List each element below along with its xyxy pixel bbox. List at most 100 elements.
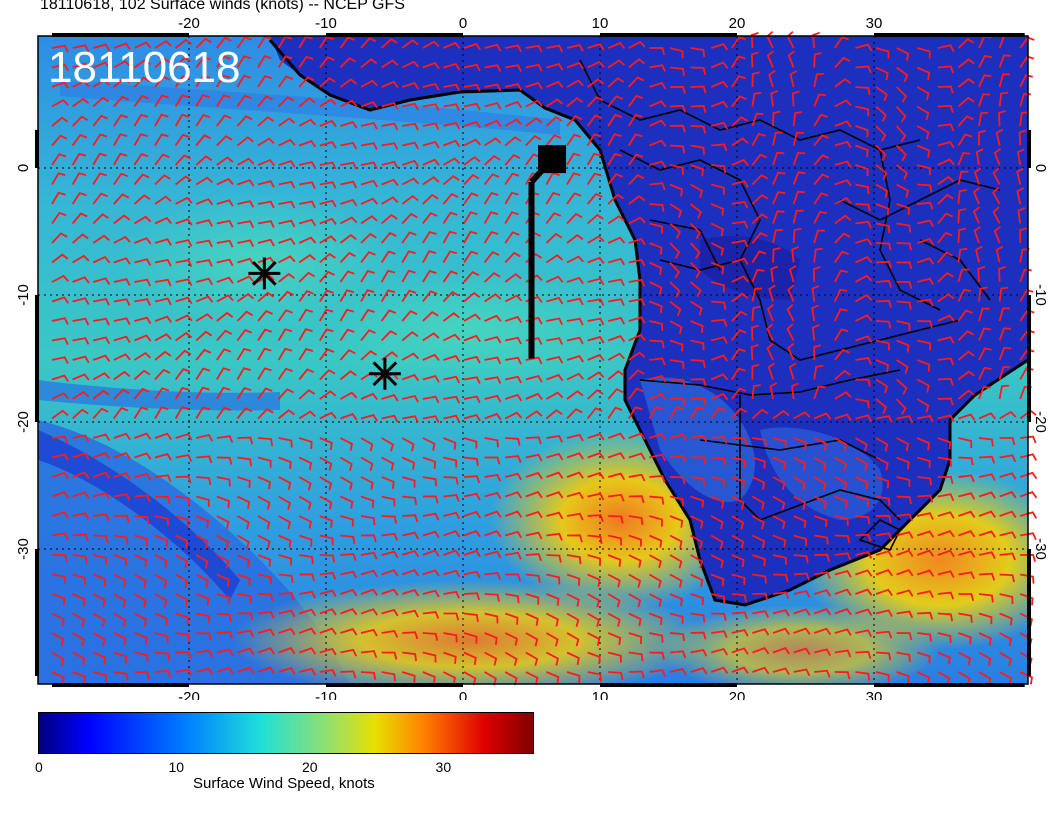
wind-barb: [463, 313, 481, 322]
wind-barb: [483, 211, 499, 224]
wind-barb: [257, 180, 275, 188]
wind-barb: [484, 671, 497, 686]
wind-barb: [833, 308, 848, 322]
wind-barb: [896, 281, 913, 290]
wind-barb: [51, 553, 68, 562]
wind-barb: [813, 134, 829, 147]
wind-barb: [113, 472, 131, 480]
wind-barb: [669, 667, 687, 676]
wind-barb: [710, 121, 728, 130]
wind-barb: [525, 671, 539, 685]
wind-barb: [649, 612, 663, 626]
wind-barb: [154, 495, 171, 504]
wind-barb: [154, 39, 172, 49]
wind-barb: [751, 133, 766, 146]
wind-barb: [793, 608, 811, 616]
wind-barb: [978, 455, 996, 464]
wind-barb: [360, 650, 378, 659]
wind-barb: [710, 515, 724, 530]
wind-barb: [401, 569, 420, 577]
wind-barb: [72, 434, 90, 443]
wind-barb: [813, 344, 822, 360]
wind-barb: [566, 79, 584, 88]
wind-barb: [791, 246, 800, 263]
wind-barb: [813, 515, 828, 528]
wind-barb: [298, 35, 313, 49]
wind-barb: [690, 300, 703, 316]
wind-barb: [51, 63, 69, 72]
wind-barb: [298, 236, 317, 244]
wind-barb: [134, 258, 152, 266]
wind-barb: [628, 195, 646, 205]
wind-barb: [992, 187, 1001, 205]
wind-barb: [834, 214, 852, 225]
wind-barb: [710, 203, 725, 216]
wind-barb: [1018, 129, 1027, 146]
wind-barb: [669, 183, 683, 197]
wind-barb: [92, 213, 109, 225]
wind-barb: [607, 651, 622, 663]
wind-barb: [51, 211, 67, 225]
wind-barb: [277, 35, 293, 49]
wind-barb: [978, 93, 991, 107]
wind-barb: [113, 612, 127, 627]
wind-barb: [298, 308, 313, 322]
wind-barb: [319, 217, 337, 225]
wind-barb: [463, 42, 481, 51]
wind-barb: [505, 375, 522, 384]
wind-barb: [51, 153, 67, 166]
wind-barb: [380, 231, 397, 244]
wind-barb: [690, 320, 704, 333]
wind-barb: [813, 648, 831, 657]
wind-barb: [546, 532, 563, 541]
wind-barb: [587, 651, 601, 664]
wind-barb: [875, 66, 889, 81]
wind-barb: [113, 60, 131, 69]
wind-barb: [875, 550, 893, 558]
wind-barb: [710, 573, 725, 587]
wind-barb: [586, 114, 603, 127]
wind-barb: [566, 317, 584, 326]
wind-barb: [978, 651, 992, 666]
wind-barb: [916, 277, 934, 286]
wind-barb: [788, 362, 797, 380]
wind-barb: [587, 492, 605, 501]
wind-barb: [768, 284, 776, 302]
wind-barb: [813, 589, 832, 597]
wind-barb: [1017, 207, 1026, 224]
wind-barb: [463, 355, 481, 364]
wind-barb: [978, 593, 994, 603]
wind-barb: [895, 105, 907, 123]
wind-barb: [463, 592, 481, 601]
wind-barb: [958, 456, 974, 466]
wind-barb: [690, 397, 707, 406]
wind-barb: [463, 413, 481, 422]
wind-barb: [463, 291, 481, 303]
wind-barb: [999, 437, 1016, 446]
wind-barb: [1019, 593, 1034, 606]
wind-barb: [586, 389, 604, 400]
wind-barb: [566, 97, 584, 108]
wind-barb: [340, 570, 358, 579]
wind-barb: [917, 476, 933, 486]
wind-barb: [339, 251, 356, 264]
wind-barb: [113, 432, 131, 441]
wind-barb: [649, 475, 666, 483]
wind-barb: [793, 437, 807, 450]
wind-barb: [484, 572, 501, 580]
wind-barb: [463, 156, 481, 166]
wind-barb: [380, 38, 398, 49]
wind-barb: [916, 456, 931, 469]
wind-barb: [299, 181, 316, 189]
wind-barb: [792, 132, 804, 146]
lon-tick-top: 20: [729, 15, 746, 32]
wind-barb: [504, 153, 521, 166]
wind-barb: [133, 387, 150, 400]
wind-barb: [525, 531, 543, 540]
wind-barb: [786, 304, 795, 322]
wind-barb: [937, 632, 952, 644]
wind-barb: [813, 93, 827, 107]
wind-barb: [752, 476, 766, 490]
wind-barb: [175, 515, 189, 528]
wind-barb: [216, 258, 234, 267]
